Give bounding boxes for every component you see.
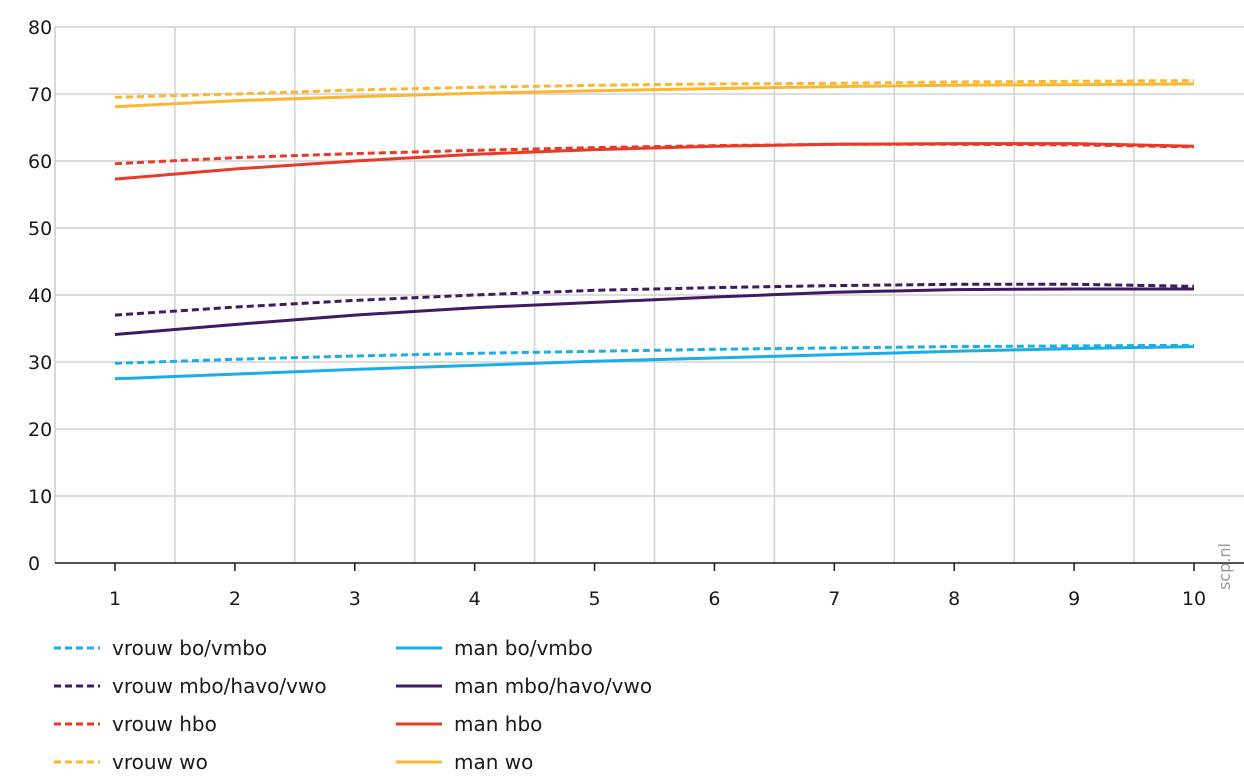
legend-item: man hbo xyxy=(396,704,542,744)
legend-swatch xyxy=(396,684,442,688)
y-tick-label: 40 xyxy=(28,285,52,307)
legend-item: vrouw bo/vmbo xyxy=(54,628,267,668)
legend: vrouw bo/vmbo vrouw mbo/havo/vwo vrouw hbo… xyxy=(54,628,754,778)
legend-label: man wo xyxy=(454,750,534,774)
legend-label: vrouw bo/vmbo xyxy=(112,636,268,660)
series-line-vrouw-wo xyxy=(114,79,1195,99)
x-tick-label: 4 xyxy=(469,588,481,610)
y-tick-label: 0 xyxy=(28,553,40,575)
series-lines xyxy=(114,79,1195,381)
legend-swatch xyxy=(396,646,442,650)
series-line-man-mbo-havo-vwo xyxy=(114,287,1194,336)
y-tick-label: 10 xyxy=(28,486,52,508)
legend-swatch xyxy=(54,646,100,650)
grid xyxy=(54,26,1244,563)
series-line-man-bo-vmbo xyxy=(114,345,1195,381)
y-tick-label: 50 xyxy=(28,218,52,240)
x-tick-label: 5 xyxy=(589,588,601,610)
legend-swatch xyxy=(54,722,100,726)
legend-label: vrouw mbo/havo/vwo xyxy=(112,674,327,698)
y-tick-label: 20 xyxy=(28,419,52,441)
legend-swatch xyxy=(396,760,442,764)
legend-swatch xyxy=(54,760,100,764)
series-line-vrouw-mbo-havo-vwo xyxy=(114,282,1195,317)
y-tick-label: 30 xyxy=(28,352,52,374)
line-chart: 0 10 20 30 40 50 60 70 80 1 2 3 4 5 6 7 8 9 10 scp.nl xyxy=(28,17,1244,610)
legend-item: vrouw wo xyxy=(54,742,208,782)
series-line-man-wo xyxy=(114,82,1195,109)
watermark: scp.nl xyxy=(1215,543,1234,590)
series-line-vrouw-bo-vmbo xyxy=(114,343,1195,365)
series-line-man-hbo xyxy=(114,142,1195,181)
legend-label: man bo/vmbo xyxy=(454,636,593,660)
legend-label: man mbo/havo/vwo xyxy=(454,674,653,698)
axes: 0 10 20 30 40 50 60 70 80 1 2 3 4 5 6 7 8 9 10 xyxy=(28,17,1244,610)
legend-item: vrouw hbo xyxy=(54,704,217,744)
x-tick-label: 7 xyxy=(828,588,840,610)
x-tick-label: 1 xyxy=(109,588,121,610)
x-tick-label: 2 xyxy=(229,588,241,610)
x-tick-label: 8 xyxy=(948,588,960,610)
legend-swatch xyxy=(54,684,100,688)
legend-swatch xyxy=(396,722,442,726)
legend-item: man bo/vmbo xyxy=(396,628,593,668)
y-tick-label: 80 xyxy=(28,17,52,39)
legend-label: vrouw hbo xyxy=(112,712,217,736)
x-tick-label: 6 xyxy=(708,588,720,610)
legend-item: man wo xyxy=(396,742,533,782)
y-tick-label: 70 xyxy=(28,84,52,106)
x-tick-label: 9 xyxy=(1068,588,1080,610)
legend-label: man hbo xyxy=(454,712,543,736)
legend-label: vrouw wo xyxy=(112,750,208,774)
x-tick-label: 10 xyxy=(1182,588,1206,610)
y-tick-label: 60 xyxy=(28,151,52,173)
legend-item: man mbo/havo/vwo xyxy=(396,666,652,706)
x-tick-label: 3 xyxy=(349,588,361,610)
legend-item: vrouw mbo/havo/vwo xyxy=(54,666,327,706)
